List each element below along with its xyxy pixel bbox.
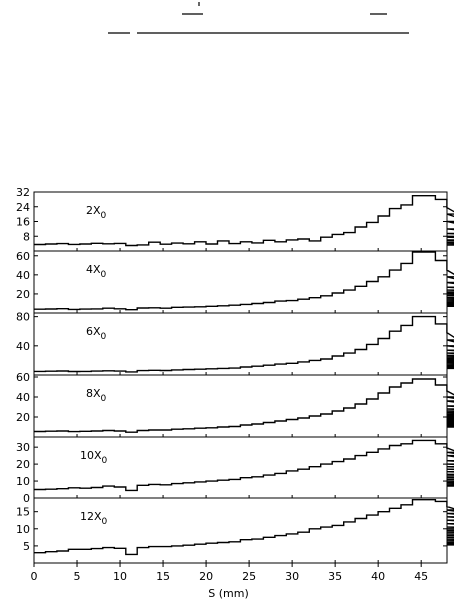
panel-label-subscript: 0 xyxy=(101,394,107,404)
histogram-series-3 xyxy=(34,315,454,373)
x-tick-label: 30 xyxy=(285,570,299,583)
scan-marks xyxy=(108,2,409,34)
panel-6: 5 10 15 12X0 xyxy=(16,497,454,564)
x-tick-label: 15 xyxy=(156,570,170,583)
histogram-series-2 xyxy=(34,251,454,311)
y-tick-label: 20 xyxy=(16,411,30,424)
y-tick-label: 16 xyxy=(16,216,30,229)
y-tick-label: 60 xyxy=(16,371,30,384)
panel-frame xyxy=(33,374,448,438)
y-tick-label: 5 xyxy=(23,540,30,553)
histogram-series-6 xyxy=(34,499,454,556)
x-tick-label: 45 xyxy=(414,570,428,583)
y-tick-label: 40 xyxy=(16,269,30,282)
panel-label-subscript: 0 xyxy=(102,517,108,527)
x-tick-label: 25 xyxy=(242,570,256,583)
x-tick-label: 40 xyxy=(371,570,385,583)
panel-5: 0 10 20 30 10X0 xyxy=(16,436,454,505)
panel-label: 10X0 xyxy=(80,449,108,466)
x-tick-label: 20 xyxy=(199,570,213,583)
x-tick-label: 10 xyxy=(113,570,127,583)
x-axis-title: S (mm) xyxy=(208,587,249,600)
y-tick-label: 24 xyxy=(16,201,30,214)
panel-frame xyxy=(33,436,448,499)
panel-label-subscript: 0 xyxy=(101,270,107,280)
y-tick-label: 8 xyxy=(23,230,30,243)
panels-group: 81624322X02040604X040806X02040608X001020… xyxy=(16,186,454,564)
x-tick-label: 5 xyxy=(74,570,81,583)
panel-frame xyxy=(33,497,448,564)
panel-1: 816 24 32 2X0 xyxy=(16,186,454,252)
x-axis: 0 5 10 15 20 25 30 35 40 45 xyxy=(31,563,428,583)
panel-4: 20 40 60 8X0 xyxy=(16,371,454,438)
panel-label: 6X0 xyxy=(86,325,107,342)
y-tick-label: 32 xyxy=(16,186,30,199)
y-tick-label: 15 xyxy=(16,506,30,519)
x-tick-label: 0 xyxy=(31,570,38,583)
panel-label-subscript: 0 xyxy=(101,332,107,342)
panel-label: 4X0 xyxy=(86,263,107,280)
y-tick-label: 20 xyxy=(16,458,30,471)
y-tick-label: 20 xyxy=(16,288,30,301)
panel-label-subscript: 0 xyxy=(102,456,108,466)
y-tick-label: 30 xyxy=(16,441,30,454)
y-tick-label: 60 xyxy=(16,250,30,263)
panel-label-subscript: 0 xyxy=(101,211,107,221)
x-tick-label: 35 xyxy=(328,570,342,583)
histogram-series-5 xyxy=(34,439,454,492)
y-tick-label: 0 xyxy=(23,492,30,505)
panel-2: 20 40 60 4X0 xyxy=(16,250,454,314)
panel-label: 2X0 xyxy=(86,204,107,221)
y-tick-label: 40 xyxy=(16,391,30,404)
panel-frame xyxy=(33,312,448,376)
y-tick-label: 40 xyxy=(16,340,30,353)
histogram-series-4 xyxy=(34,378,454,433)
y-tick-label: 10 xyxy=(16,523,30,536)
panel-3: 40 80 6X0 xyxy=(16,311,454,376)
histogram-series-1 xyxy=(34,195,454,247)
y-tick-label: 10 xyxy=(16,475,30,488)
panel-label: 12X0 xyxy=(80,510,108,527)
y-tick-label: 80 xyxy=(16,311,30,324)
panel-label: 8X0 xyxy=(86,387,107,404)
